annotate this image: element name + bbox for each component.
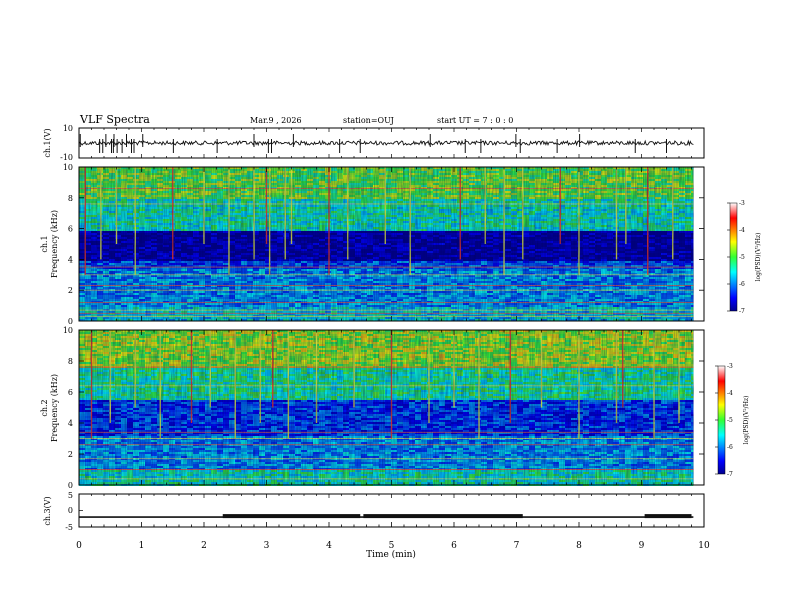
figure-title: VLF Spectra bbox=[79, 113, 150, 126]
ch1-ytick-bottom: -10 bbox=[60, 153, 73, 162]
station-label: station=OUJ bbox=[343, 116, 394, 125]
ch1-waveform-frame bbox=[78, 127, 705, 159]
date-label: Mar.9 , 2026 bbox=[250, 116, 302, 125]
ch1-waveform-trace bbox=[78, 139, 694, 147]
ch1-ytick-top: 10 bbox=[63, 124, 73, 133]
ch1-waveform-ylabel: ch.1(V) bbox=[43, 128, 52, 157]
ch1-waveform-panel: 10 -10 ch.1(V) bbox=[43, 124, 705, 162]
start-time-label: start UT = 7 : 0 : 0 bbox=[437, 116, 513, 125]
